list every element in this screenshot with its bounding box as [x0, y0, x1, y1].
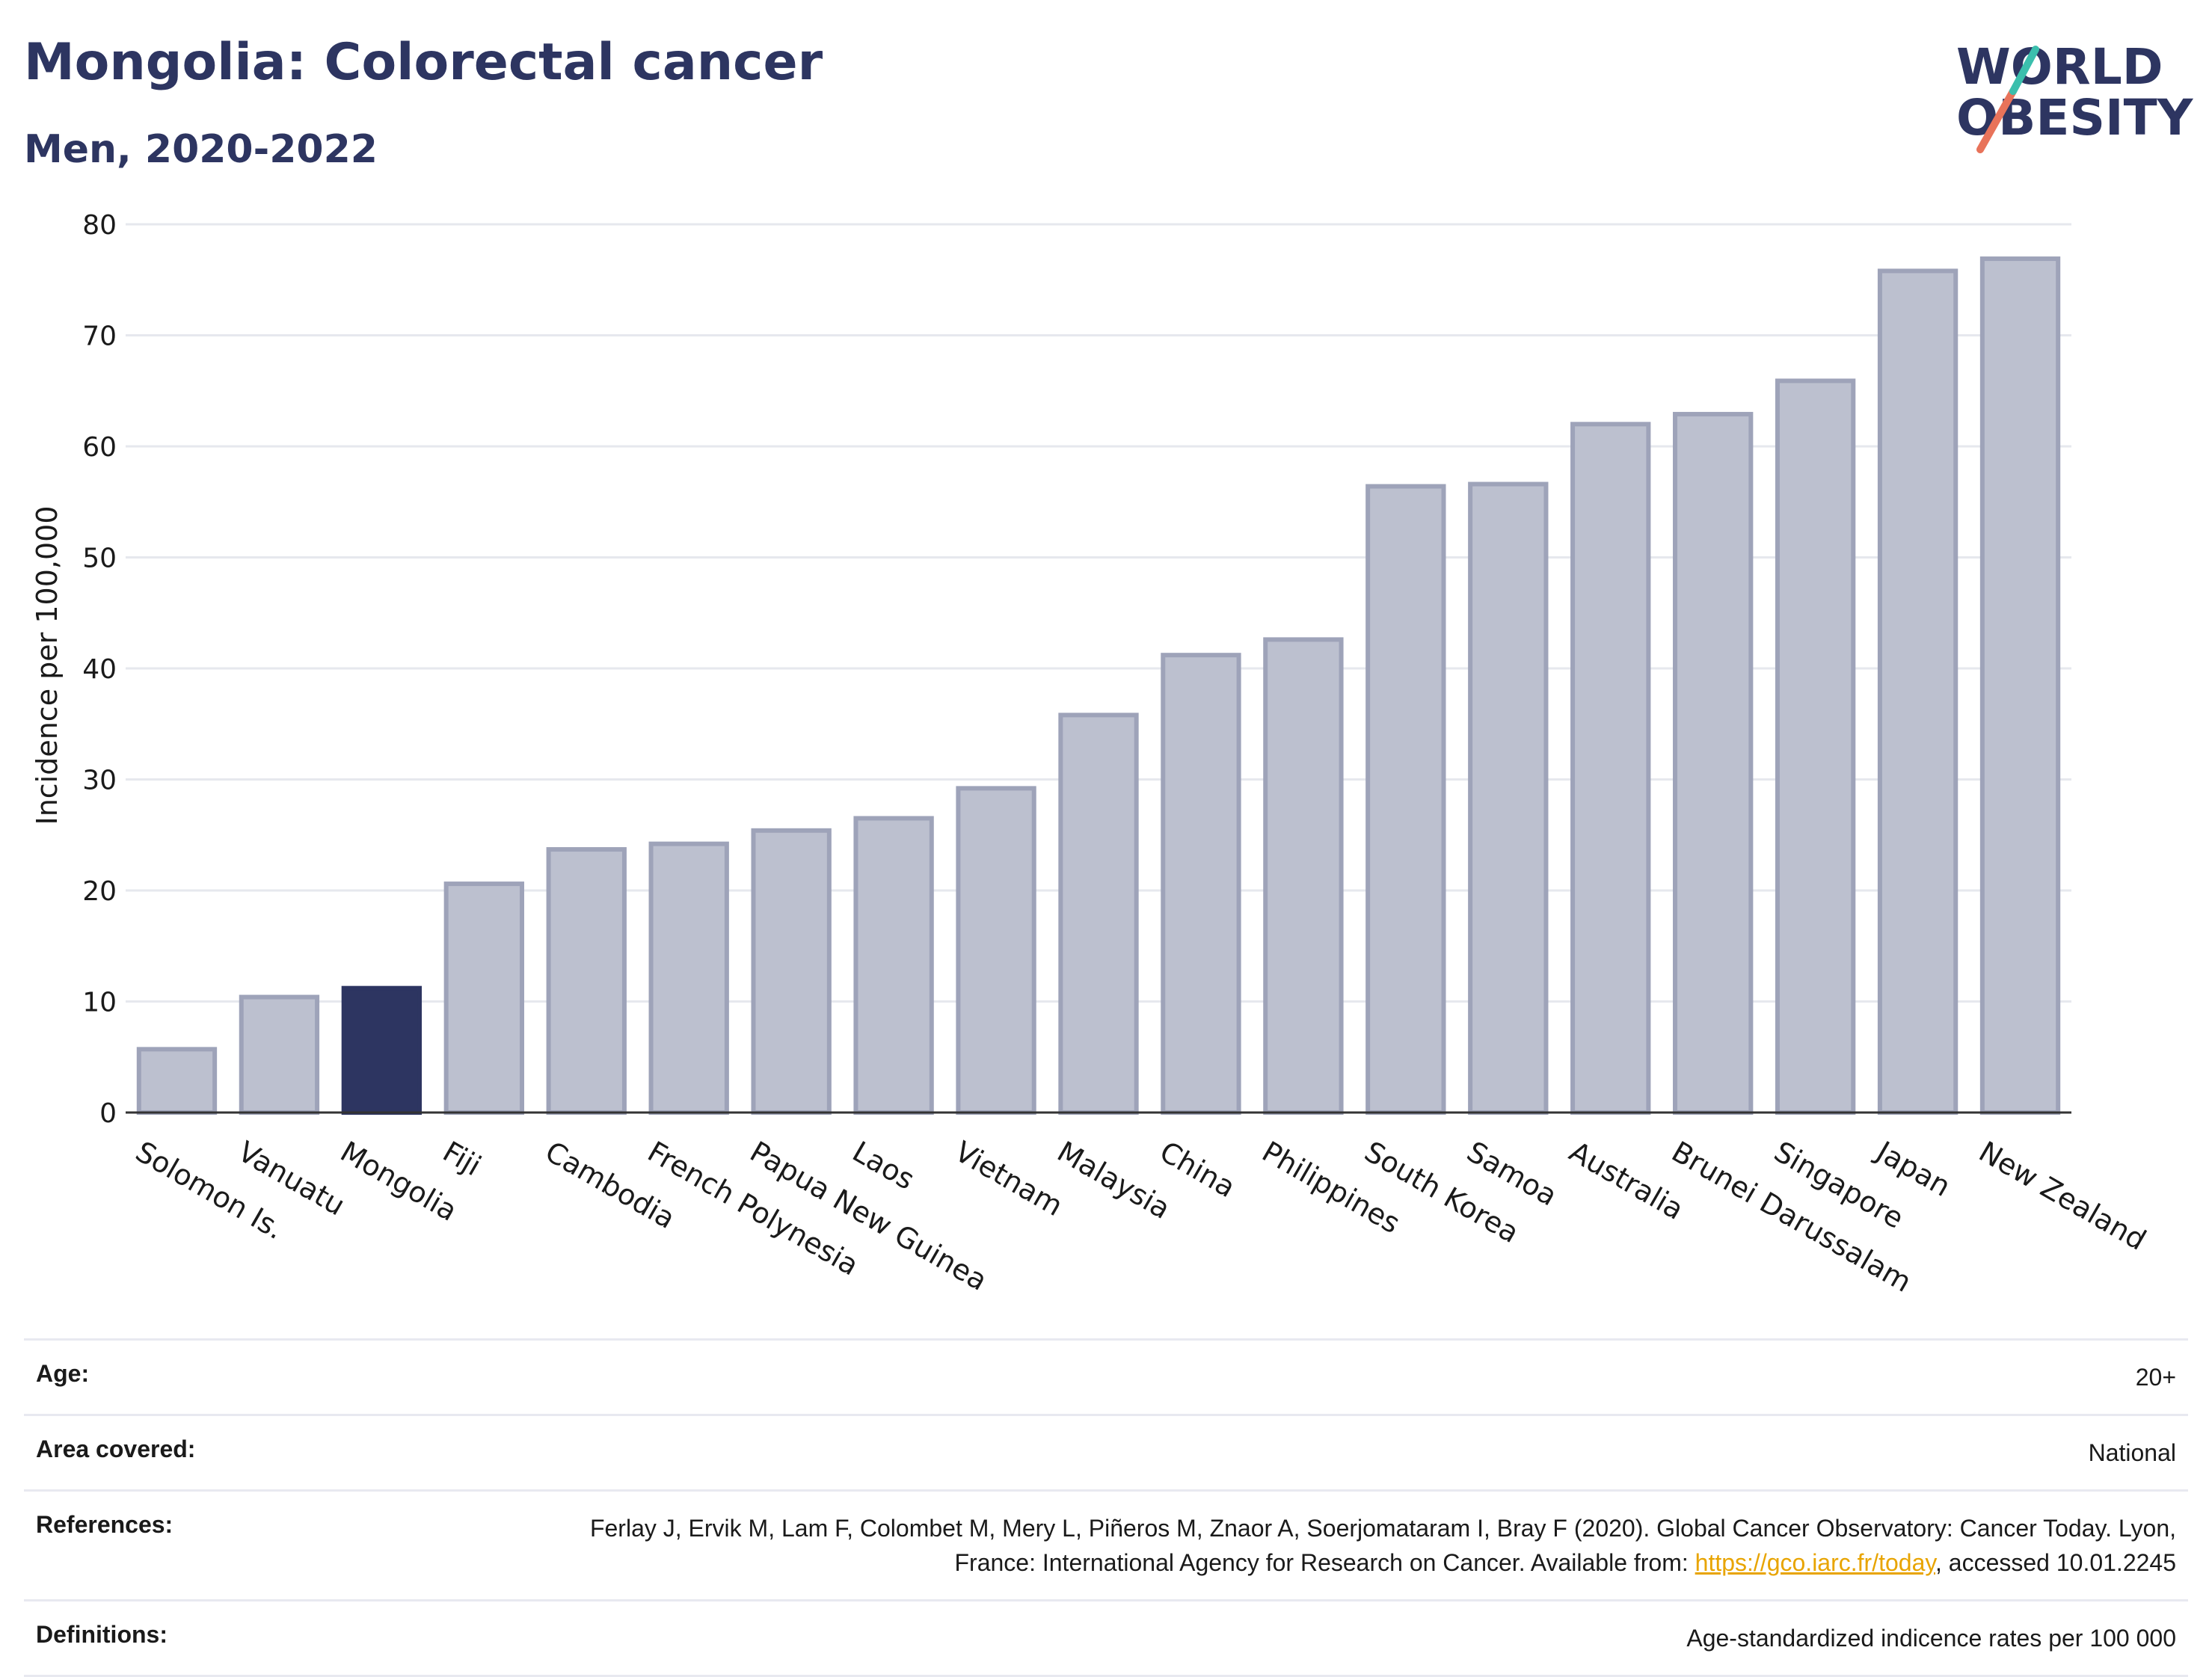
x-tick-label: Fiji [437, 1135, 487, 1182]
bar-french-polynesia [648, 841, 729, 1115]
bar-cambodia [546, 847, 627, 1116]
y-tick-label: 70 [82, 321, 117, 352]
bar-new-zealand [1979, 256, 2061, 1115]
x-tick-label: Vietnam [950, 1135, 1069, 1222]
area-label: Area covered: [36, 1436, 196, 1462]
y-tick-label: 50 [82, 544, 117, 574]
bar-china [1161, 653, 1241, 1115]
meta-row-area: Area covered: National [24, 1414, 2188, 1489]
age-value: 20+ [2135, 1364, 2176, 1391]
y-tick-label: 10 [82, 988, 117, 1018]
bar-fiji [443, 881, 524, 1115]
world-obesity-logo: WORLD OBESITY [1956, 38, 2194, 153]
y-tick-label: 40 [82, 654, 117, 685]
y-axis-label: Incidence per 100,000 [31, 505, 64, 825]
bars [136, 256, 2061, 1116]
bar-malaysia [1058, 713, 1139, 1115]
y-tick-label: 20 [82, 876, 117, 907]
y-tick-label: 30 [82, 766, 117, 796]
bar-japan [1877, 268, 1958, 1115]
bar-brunei-darussalam [1673, 411, 1754, 1115]
age-label: Age: [36, 1360, 90, 1387]
y-tick-label: 60 [82, 432, 117, 463]
bar-vanuatu [239, 994, 320, 1116]
logo-slash-teal [2009, 46, 2039, 95]
references-value: Ferlay J, Ervik M, Lam F, Colombet M, Me… [568, 1511, 2176, 1580]
bar-australia [1570, 422, 1651, 1115]
definitions-value: Age-standardized indicence rates per 100… [1686, 1625, 2176, 1652]
logo-line1: WORLD [1956, 38, 2163, 96]
bar-solomon-is [136, 1047, 218, 1115]
x-tick-label: Laos [847, 1135, 921, 1196]
references-suffix: , accessed 10.01.2245 [1935, 1549, 2176, 1576]
metadata-table: Age: 20+ Area covered: National Referenc… [24, 1338, 2188, 1677]
bar-mongolia [341, 985, 423, 1116]
meta-row-references: References: Ferlay J, Ervik M, Lam F, Co… [24, 1489, 2188, 1599]
y-tick-label: 0 [99, 1098, 117, 1129]
bar-singapore [1775, 378, 1856, 1115]
y-tick-label: 80 [82, 210, 117, 241]
bar-laos [853, 816, 934, 1115]
logo-slash-coral [1976, 87, 2017, 153]
x-tick-label: Malaysia [1052, 1135, 1176, 1225]
meta-row-definitions: Definitions: Age-standardized indicence … [24, 1599, 2188, 1677]
references-link[interactable]: https://gco.iarc.fr/today [1695, 1549, 1935, 1576]
x-tick-label: Australia [1564, 1135, 1689, 1226]
bar-south-korea [1365, 484, 1446, 1115]
bar-samoa [1468, 481, 1549, 1115]
references-label: References: [36, 1511, 173, 1538]
x-tick-label: Mongolia [335, 1135, 463, 1228]
bar-papua-new-guinea [751, 828, 832, 1116]
bar-philippines [1263, 637, 1344, 1115]
area-value: National [2088, 1439, 2176, 1466]
bar-vietnam [956, 786, 1036, 1115]
references-text: Ferlay J, Ervik M, Lam F, Colombet M, Me… [589, 1515, 2176, 1576]
chart-subtitle: Men, 2020-2022 [24, 127, 378, 172]
chart-title: Mongolia: Colorectal cancer [24, 33, 823, 92]
meta-row-age: Age: 20+ [24, 1338, 2188, 1414]
definitions-label: Definitions: [36, 1621, 168, 1648]
x-tick-label: New Zealand [1973, 1135, 2151, 1257]
